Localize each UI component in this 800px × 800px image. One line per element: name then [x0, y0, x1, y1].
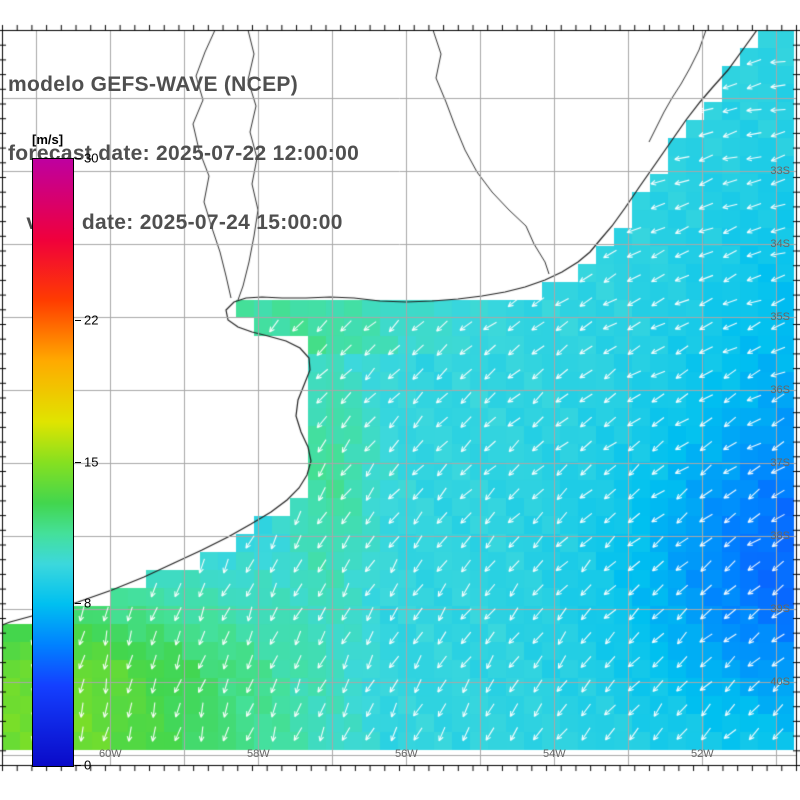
colorbar: [m/s] 30 22 15 8 0: [30, 132, 150, 782]
lon-label: 54W: [543, 748, 566, 760]
lon-label: 60W: [99, 748, 122, 760]
lon-label: 56W: [395, 748, 418, 760]
colorbar-tick-label: 15: [84, 454, 99, 469]
lat-label: 33S: [770, 165, 790, 177]
colorbar-tick-mark: [75, 603, 81, 605]
colorbar-tick-mark: [75, 461, 81, 463]
colorbar-gradient: [32, 158, 74, 767]
colorbar-tick-mark: [75, 319, 81, 321]
lat-label: 39S: [770, 603, 790, 615]
colorbar-tick-label: 0: [84, 757, 92, 773]
lat-label: 38S: [770, 530, 790, 542]
lat-label: 35S: [770, 311, 790, 323]
title-block: modelo GEFS-WAVE (NCEP) forecast date: 2…: [8, 27, 359, 280]
colorbar-tick-mark: [75, 765, 81, 766]
forecast-date-label: forecast date: 2025-07-22 12:00:00: [8, 142, 360, 165]
colorbar-tick-label: 8: [84, 595, 92, 611]
colorbar-tick-mark: [75, 158, 81, 159]
colorbar-unit-label: [m/s]: [32, 132, 64, 147]
lat-label: 34S: [770, 238, 790, 250]
lat-label: 37S: [770, 457, 790, 469]
lon-label: 58W: [247, 748, 270, 760]
lon-label: 52W: [691, 748, 714, 760]
lat-label: 40S: [770, 676, 790, 688]
model-title: modelo GEFS-WAVE (NCEP): [8, 73, 299, 96]
colorbar-tick-label: 30: [84, 150, 99, 166]
colorbar-tick-label: 22: [84, 312, 99, 328]
lat-label: 36S: [770, 384, 790, 396]
